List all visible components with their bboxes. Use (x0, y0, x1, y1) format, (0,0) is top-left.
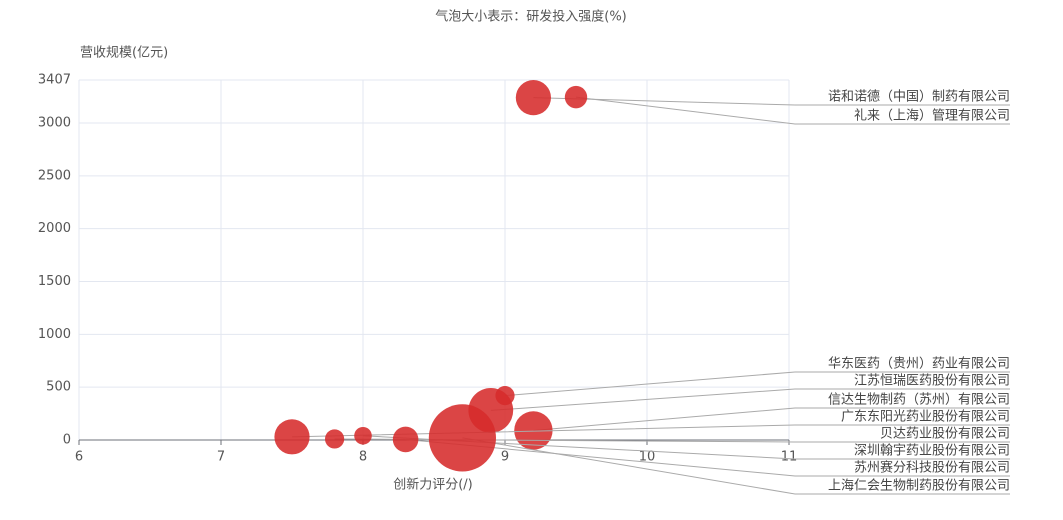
bubble (392, 426, 419, 453)
x-tick-label: 7 (217, 450, 225, 465)
point-label: 礼来（上海）管理有限公司 (854, 108, 1010, 124)
leader-line (533, 97, 1010, 106)
y-tick-label: 0 (63, 433, 71, 448)
x-tick-label: 8 (359, 450, 367, 465)
y-tick-label: 2500 (38, 168, 71, 183)
y-tick-label: 2000 (38, 221, 71, 236)
x-tick-label: 11 (781, 450, 798, 465)
point-label: 苏州赛分科技股份有限公司 (854, 460, 1010, 476)
bubble (325, 429, 345, 449)
bubble (428, 404, 496, 472)
x-tick-label: 6 (75, 450, 83, 465)
point-label: 深圳翰宇药业股份有限公司 (854, 444, 1010, 459)
point-label: 江苏恒瑞医药股份有限公司 (854, 373, 1010, 389)
leader-line (533, 407, 1010, 431)
x-tick-label: 9 (501, 450, 509, 465)
leader-line (490, 388, 1010, 411)
bubble (274, 419, 310, 455)
x-tick-label: 10 (639, 450, 656, 465)
chart-title: 气泡大小表示：研发投入强度(%) (435, 9, 627, 25)
y-axis-title: 营收规模(亿元) (80, 46, 168, 61)
leader-line (362, 435, 1010, 460)
y-tick-label: 1500 (38, 274, 71, 289)
point-label: 上海仁会生物制药股份有限公司 (828, 479, 1010, 494)
y-tick-label: 3000 (38, 116, 71, 131)
leader-line (504, 371, 1010, 397)
leader-line (462, 437, 1010, 495)
leader-line (405, 438, 1010, 477)
point-label: 华东医药（贵州）药业有限公司 (828, 357, 1010, 372)
y-tick-label: 500 (46, 380, 71, 395)
y-tick-label: 1000 (38, 327, 71, 342)
point-label: 贝达药业股份有限公司 (880, 427, 1010, 442)
bubble (515, 80, 552, 116)
bubble (354, 426, 372, 445)
leader-line (575, 96, 1010, 125)
bubble (564, 85, 588, 109)
point-label: 诺和诺德（中国）制药有限公司 (828, 90, 1010, 105)
point-label: 广东东阳光药业股份有限公司 (841, 410, 1010, 425)
point-label: 信达生物制药（苏州）有限公司 (828, 392, 1010, 408)
x-axis-title: 创新力评分(/) (393, 477, 473, 493)
y-tick-label: 3407 (38, 73, 71, 88)
